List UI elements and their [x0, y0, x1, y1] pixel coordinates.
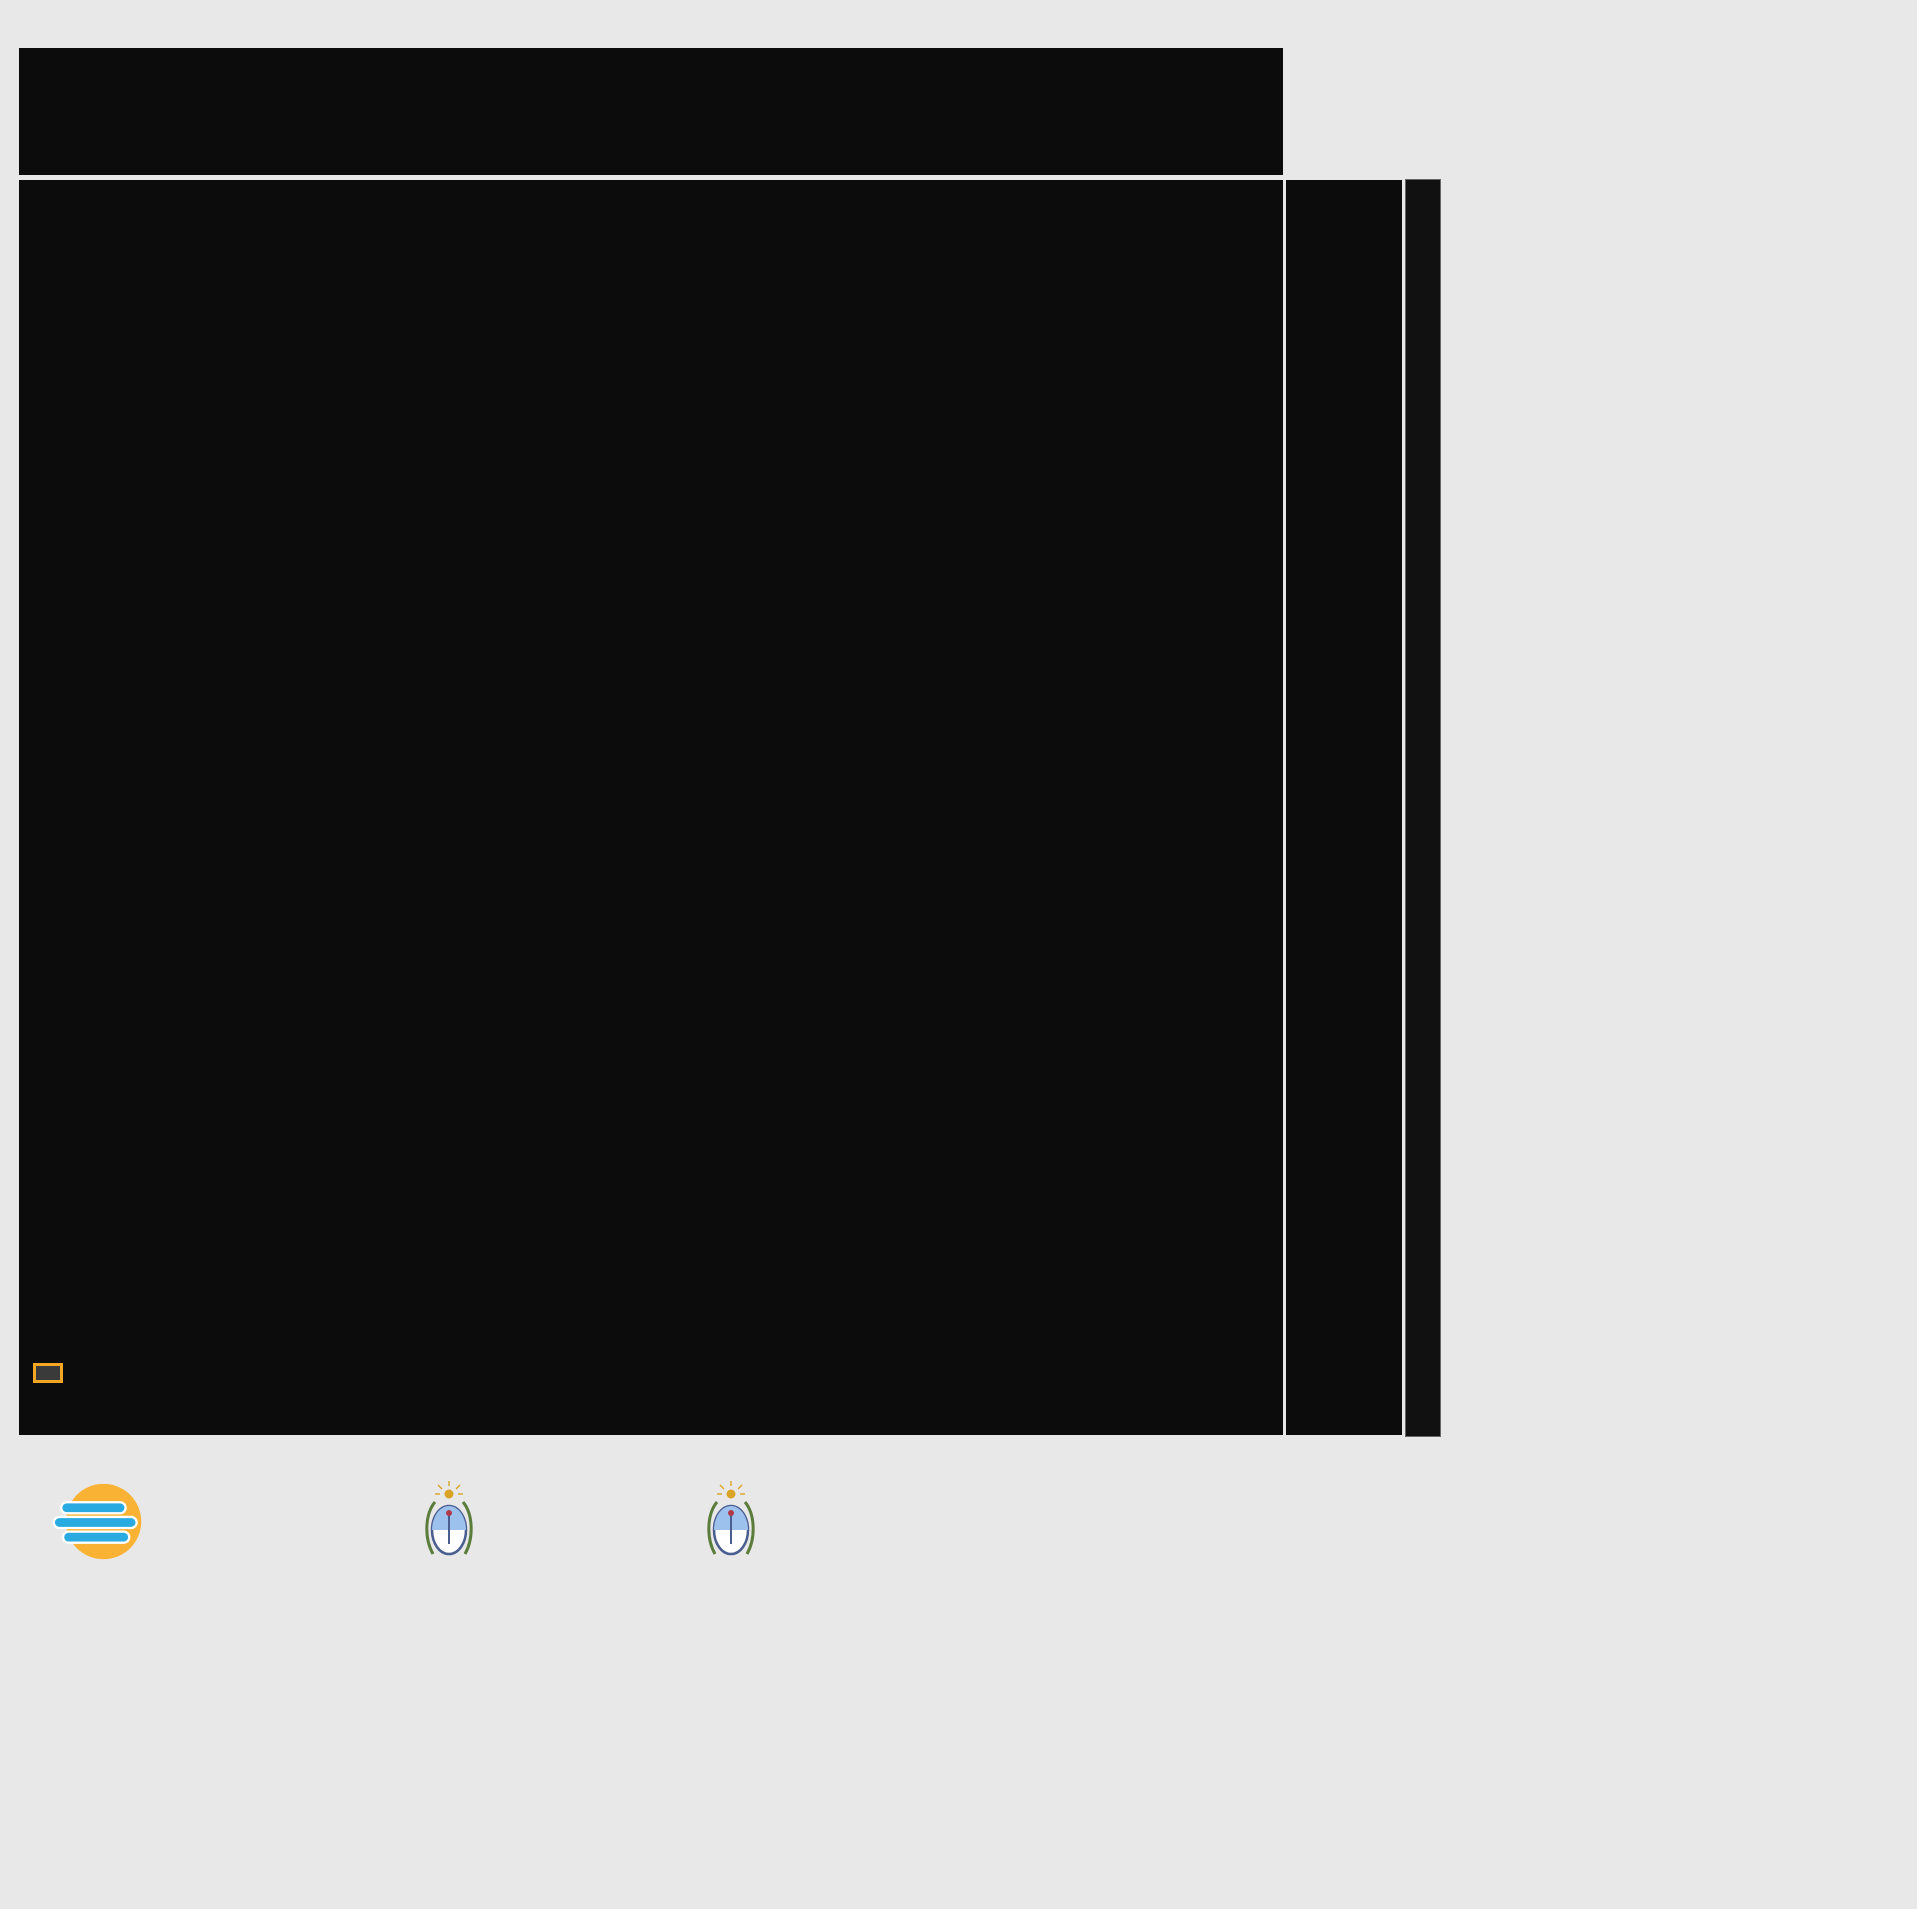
ministry-defensa-block — [420, 1480, 494, 1570]
alert-box — [33, 1363, 63, 1383]
ministry-economia-block — [702, 1480, 776, 1570]
footer — [0, 1440, 1917, 1909]
vertical-profile-right-panel — [1286, 180, 1402, 1435]
right-profile-canvas — [1286, 180, 1402, 1435]
argentina-coat-of-arms-icon — [702, 1480, 760, 1570]
smn-logo-block — [52, 1478, 158, 1570]
radar-map-panel — [19, 180, 1283, 1435]
colorbar — [1405, 179, 1441, 1437]
smn-logo-icon — [52, 1478, 144, 1570]
vertical-profile-top-panel — [19, 48, 1283, 175]
top-profile-canvas — [19, 48, 1283, 175]
argentina-coat-of-arms-icon — [420, 1480, 478, 1570]
radar-map-canvas — [19, 180, 1283, 1435]
